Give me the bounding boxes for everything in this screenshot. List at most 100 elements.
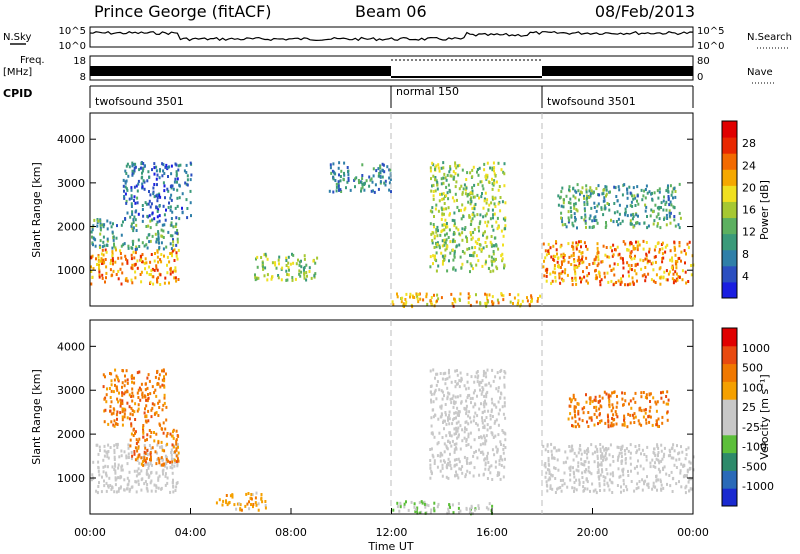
heatmap-cell: [480, 402, 482, 406]
heatmap-cell: [163, 396, 166, 400]
heatmap-cell: [120, 282, 123, 286]
heatmap-cell: [106, 244, 109, 247]
heatmap-cell: [661, 257, 664, 260]
heatmap-cell: [153, 483, 156, 487]
heatmap-cell: [470, 445, 473, 449]
x-tick-label: 04:00: [175, 526, 207, 539]
heatmap-cell: [586, 456, 589, 460]
heatmap-cell: [608, 478, 611, 482]
heatmap-cell: [637, 419, 640, 423]
heatmap-cell: [475, 300, 478, 304]
heatmap-cell: [444, 233, 446, 237]
heatmap-cell: [137, 403, 140, 407]
heatmap-cell: [646, 215, 648, 218]
heatmap-cell: [583, 460, 586, 464]
heatmap-cell: [473, 227, 476, 231]
heatmap-cell: [388, 176, 391, 180]
heatmap-cell: [112, 262, 114, 266]
heatmap-cell: [649, 415, 652, 419]
heatmap-cell: [453, 219, 456, 223]
heatmap-cell: [131, 263, 134, 267]
heatmap-cell: [448, 375, 451, 379]
heatmap-cell: [472, 419, 475, 423]
heatmap-cell: [571, 279, 574, 282]
heatmap-cell: [654, 465, 657, 469]
heatmap-cell: [153, 439, 156, 443]
heatmap-cell: [496, 449, 499, 453]
heatmap-cell: [492, 183, 495, 187]
heatmap-cell: [484, 191, 487, 195]
heatmap-cell: [656, 206, 659, 210]
heatmap-cell: [624, 399, 627, 403]
heatmap-cell: [97, 469, 100, 473]
heatmap-cell: [577, 464, 580, 468]
heatmap-cell: [144, 460, 147, 464]
heatmap-cell: [499, 396, 502, 400]
heatmap-cell: [656, 189, 659, 193]
heatmap-cell: [572, 186, 575, 190]
heatmap-cell: [96, 218, 99, 221]
heatmap-cell: [172, 490, 175, 494]
heatmap-cell: [663, 270, 666, 274]
heatmap-cell: [306, 274, 308, 278]
heatmap-cell: [446, 395, 449, 399]
heatmap-cell: [496, 371, 499, 375]
heatmap-cell: [629, 222, 632, 226]
heatmap-cell: [381, 162, 384, 166]
heatmap-cell: [158, 458, 161, 462]
heatmap-cell: [576, 183, 579, 187]
heatmap-cell: [429, 390, 432, 394]
heatmap-cell: [429, 385, 432, 388]
heatmap-cell: [375, 169, 378, 173]
heatmap-cell: [170, 184, 173, 188]
heatmap-cell: [655, 273, 658, 277]
heatmap-cell: [143, 450, 146, 454]
heatmap-cell: [454, 395, 457, 399]
heatmap-cell: [121, 415, 124, 419]
heatmap-cell: [491, 166, 494, 170]
heatmap-cell: [605, 224, 608, 228]
heatmap-cell: [137, 182, 140, 186]
heatmap-cell: [589, 402, 592, 405]
heatmap-cell: [155, 205, 158, 209]
heatmap-cell: [443, 450, 446, 454]
heatmap-cell: [116, 410, 119, 414]
heatmap-cell: [347, 173, 350, 177]
heatmap-cell: [626, 214, 629, 218]
heatmap-cell: [581, 255, 584, 259]
heatmap-cell: [435, 372, 438, 376]
heatmap-cell: [102, 465, 105, 469]
heatmap-cell: [600, 405, 603, 409]
heatmap-cell: [170, 457, 173, 461]
heatmap-cell: [587, 465, 590, 469]
heatmap-cell: [129, 412, 132, 416]
heatmap-cell: [672, 272, 675, 276]
heatmap-cell: [98, 264, 100, 267]
heatmap-cell: [163, 449, 166, 453]
heatmap-cell: [431, 161, 434, 165]
heatmap-cell: [465, 410, 468, 414]
heatmap-cell: [157, 377, 160, 381]
heatmap-cell: [113, 458, 116, 461]
y-tick-label: 1000: [57, 264, 85, 277]
heatmap-cell: [452, 238, 455, 242]
heatmap-cell: [596, 447, 599, 451]
heatmap-cell: [174, 231, 177, 235]
heatmap-cell: [564, 223, 567, 226]
heatmap-cell: [449, 452, 451, 456]
heatmap-cell: [435, 179, 438, 183]
heatmap-cell: [630, 200, 633, 204]
heatmap-cell: [312, 259, 315, 263]
heatmap-cell: [305, 263, 308, 267]
heatmap-cell: [642, 391, 645, 394]
heatmap-cell: [123, 415, 126, 419]
heatmap-cell: [430, 431, 433, 435]
heatmap-cell: [644, 408, 647, 412]
heatmap-cell: [481, 192, 483, 195]
colorbar-tick-label: 25: [742, 401, 756, 414]
heatmap-cell: [453, 443, 456, 446]
heatmap-cell: [111, 250, 114, 254]
heatmap-cell: [673, 248, 676, 252]
heatmap-cell: [425, 292, 428, 296]
heatmap-cell: [482, 472, 485, 476]
